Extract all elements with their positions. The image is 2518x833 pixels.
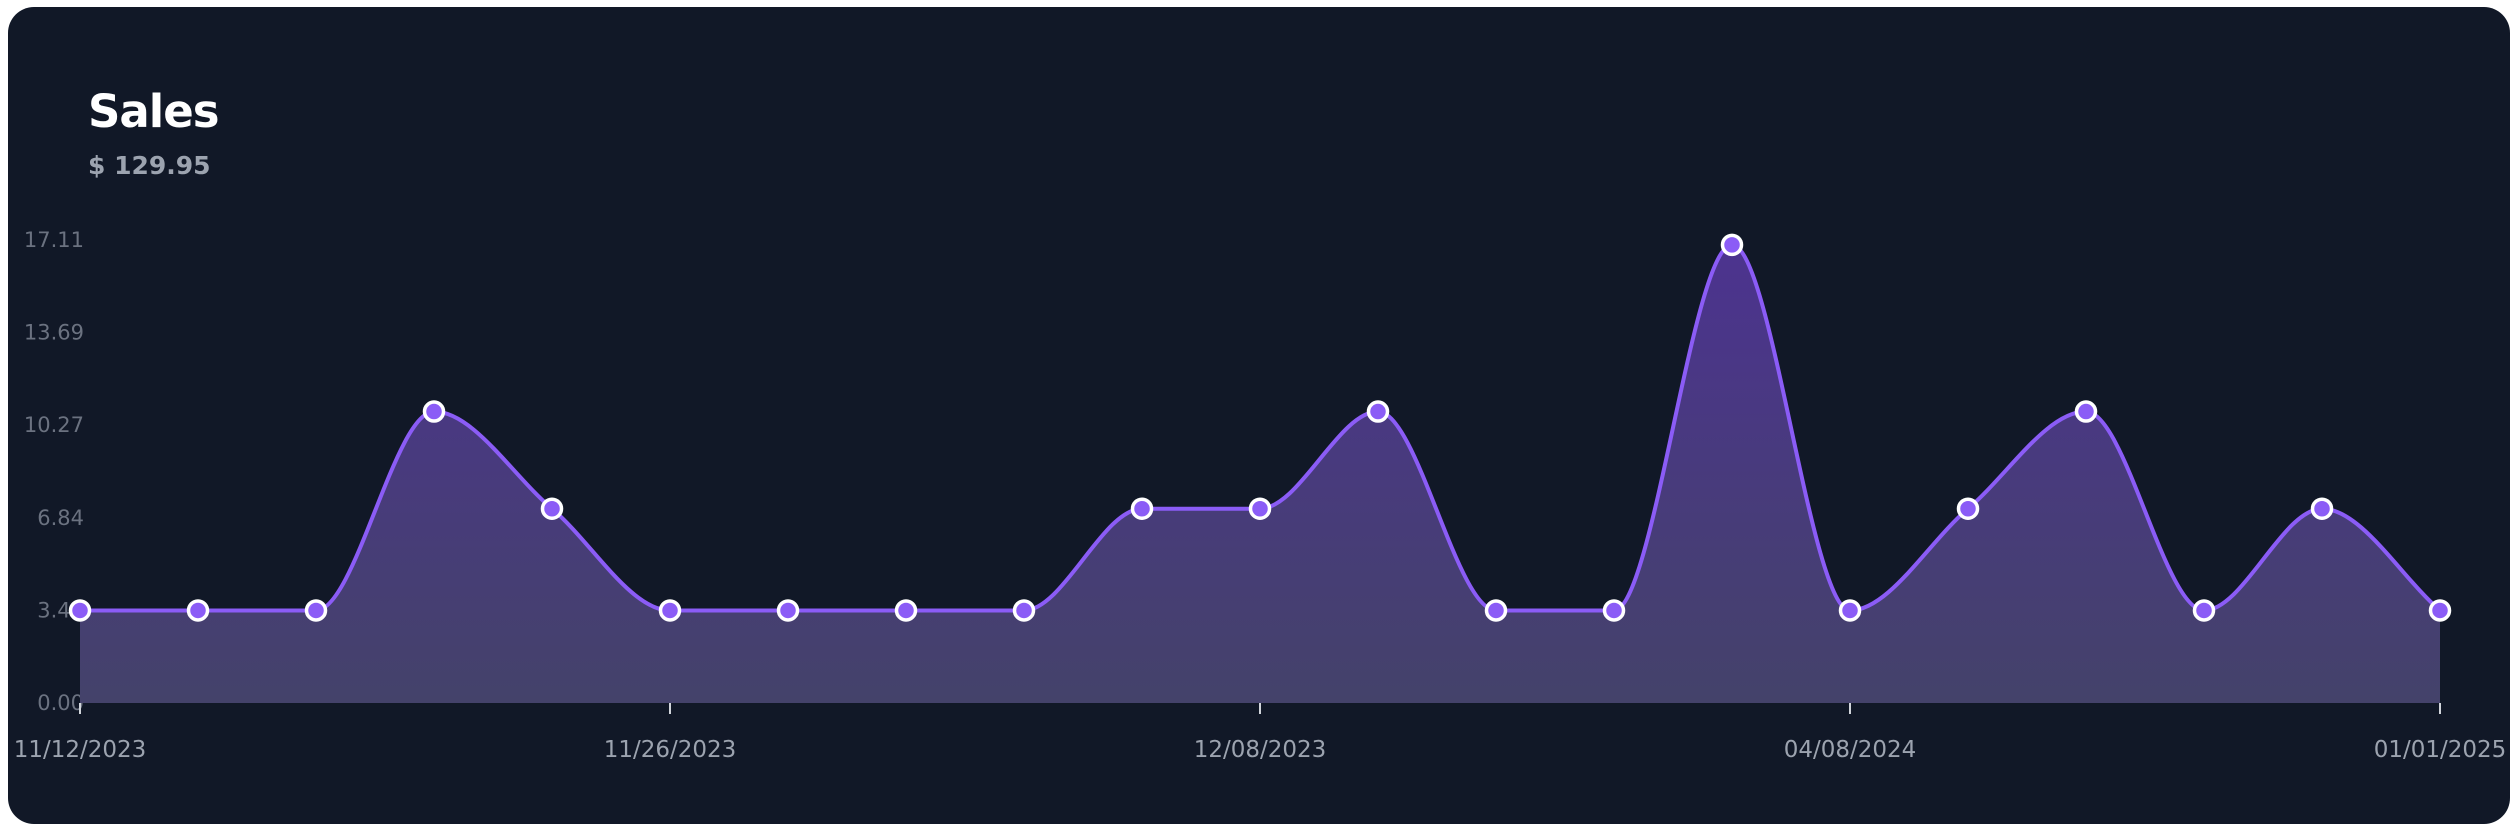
x-tick-label: 01/01/2025 <box>2374 737 2507 763</box>
sales-total: $ 129.95 <box>88 151 211 180</box>
data-point[interactable] <box>1838 599 1862 622</box>
data-point[interactable] <box>1248 497 1272 520</box>
data-point[interactable] <box>1956 497 1980 520</box>
data-point[interactable] <box>540 497 564 520</box>
x-tick-label: 11/12/2023 <box>14 737 147 763</box>
data-point[interactable] <box>68 599 92 622</box>
x-tick-label: 12/08/2023 <box>1194 737 1327 763</box>
data-point[interactable] <box>1366 400 1390 423</box>
x-tick-label: 04/08/2024 <box>1784 737 1917 763</box>
sales-card: Sales $ 129.95 0.00 3.42 6.84 10.27 13.69 17.… <box>8 7 2510 824</box>
x-axis: 11/12/2023 11/26/2023 12/08/2023 04/08/2024… <box>14 703 2507 763</box>
data-point[interactable] <box>1602 599 1626 622</box>
data-point[interactable] <box>422 400 446 423</box>
data-point[interactable] <box>894 599 918 622</box>
data-point[interactable] <box>1484 599 1508 622</box>
data-point[interactable] <box>1012 599 1036 622</box>
data-point[interactable] <box>658 599 682 622</box>
data-point[interactable] <box>186 599 210 622</box>
series-area <box>80 244 2440 703</box>
data-point[interactable] <box>2074 400 2098 423</box>
y-tick-label: 10.27 <box>24 413 84 437</box>
data-point[interactable] <box>1130 497 1154 520</box>
data-point[interactable] <box>304 599 328 622</box>
data-point[interactable] <box>1720 233 1744 257</box>
data-point[interactable] <box>2310 497 2334 520</box>
series-points <box>68 233 2452 622</box>
chart-title: Sales <box>88 85 220 138</box>
y-tick-label: 13.69 <box>24 321 84 345</box>
y-tick-label: 17.11 <box>24 228 84 252</box>
data-point[interactable] <box>2428 599 2452 622</box>
x-tick-label: 11/26/2023 <box>604 737 737 763</box>
data-point[interactable] <box>776 599 800 622</box>
data-point[interactable] <box>2192 599 2216 622</box>
y-tick-label: 6.84 <box>37 506 84 530</box>
y-tick-label: 0.00 <box>37 691 84 715</box>
